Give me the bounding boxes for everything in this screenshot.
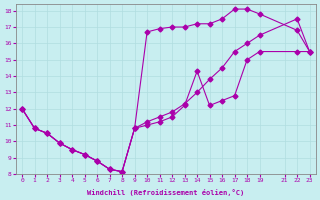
X-axis label: Windchill (Refroidissement éolien,°C): Windchill (Refroidissement éolien,°C) [87, 189, 244, 196]
